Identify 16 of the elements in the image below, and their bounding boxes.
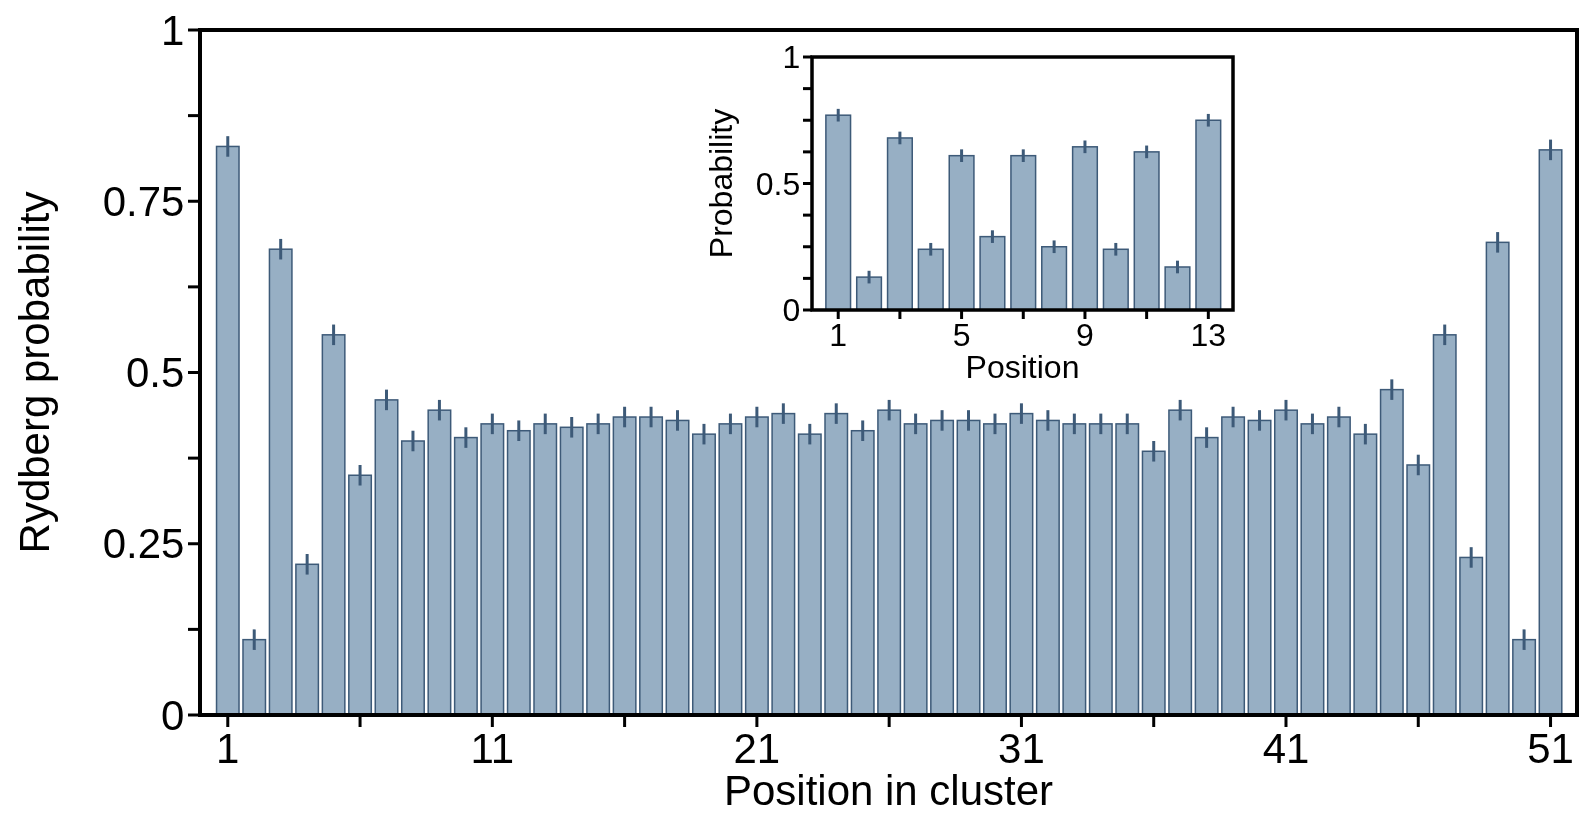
x-tick-label: 51 [1527,724,1574,772]
x-tick-label: 13 [1190,317,1227,354]
y-tick-label: 0 [782,292,801,329]
x-tick-label: 1 [829,317,848,354]
x-tick-label: 41 [1262,724,1310,772]
y-axis-title: Rydberg probability [10,191,58,554]
y-tick-label: 0 [161,691,185,739]
x-tick-label: 11 [470,724,515,772]
y-tick-label: 0.25 [102,520,185,568]
y-tick-label: 1 [161,6,185,54]
y-tick-label: 0.75 [102,177,185,225]
y-tick-label: 1 [782,39,801,76]
y-tick-label: 0.5 [755,165,801,202]
y-axis-title: Probability [703,108,739,259]
y-tick-label: 0.5 [126,349,185,397]
x-tick-label: 1 [216,724,240,772]
